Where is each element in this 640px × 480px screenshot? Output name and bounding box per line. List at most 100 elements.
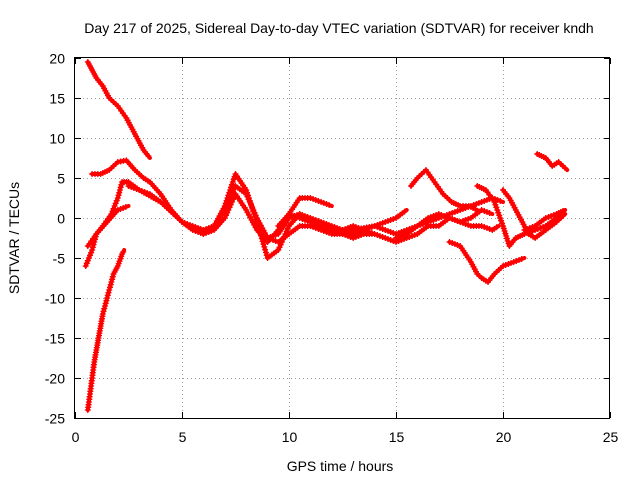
- data-point: [296, 215, 303, 221]
- data-point: [478, 199, 485, 205]
- data-point: [118, 181, 125, 188]
- data-point: [395, 234, 402, 240]
- data-point: [116, 189, 123, 196]
- data-point: [114, 195, 121, 201]
- data-point: [226, 189, 233, 196]
- data-point: [315, 222, 322, 228]
- data-point: [192, 224, 199, 230]
- data-point: [255, 224, 262, 231]
- data-point: [376, 225, 383, 231]
- data-point: [184, 221, 191, 227]
- data-point: [446, 211, 453, 217]
- data-point: [425, 219, 432, 225]
- data-point: [302, 217, 308, 223]
- data-point: [387, 237, 394, 243]
- data-point: [481, 198, 488, 204]
- data-point: [294, 214, 300, 220]
- data-point: [253, 216, 259, 223]
- data-point: [92, 233, 99, 240]
- data-point: [336, 230, 343, 236]
- data-point: [320, 200, 327, 206]
- data-point: [113, 197, 120, 204]
- data-point: [247, 200, 254, 207]
- data-point: [288, 212, 295, 218]
- series-track-15: [534, 151, 570, 172]
- data-point: [435, 215, 442, 221]
- y-axis-label: SDTVAR / TECUs: [6, 182, 22, 294]
- data-point: [245, 195, 252, 201]
- data-point: [120, 249, 127, 255]
- x-tick-label: 10: [282, 429, 298, 445]
- data-point: [537, 225, 544, 231]
- y-tick-label: -10: [45, 291, 65, 307]
- data-point: [84, 257, 91, 264]
- data-point: [454, 242, 461, 248]
- series-track-14: [500, 187, 568, 241]
- data-point: [472, 206, 479, 212]
- x-axis-label: GPS time / hours: [287, 458, 394, 474]
- data-point: [502, 262, 509, 268]
- data-point: [363, 226, 370, 232]
- data-point: [562, 165, 569, 171]
- data-point: [550, 212, 557, 218]
- data-point: [91, 239, 98, 245]
- data-point: [111, 203, 118, 209]
- y-tick-label: 10: [49, 131, 65, 147]
- y-tick-label: 0: [57, 211, 65, 227]
- data-point: [481, 224, 488, 230]
- data-point: [275, 247, 282, 253]
- data-point: [382, 227, 389, 233]
- data-point: [328, 227, 335, 233]
- plot-frame: [74, 57, 610, 419]
- data-point: [264, 235, 271, 241]
- data-point: [352, 224, 359, 230]
- data-point: [493, 204, 500, 211]
- data-point: [82, 263, 89, 269]
- data-point: [307, 219, 314, 225]
- data-point: [379, 234, 386, 240]
- data-point: [263, 252, 270, 259]
- data-point: [189, 223, 196, 229]
- data-point: [263, 249, 269, 256]
- x-tick-label: 5: [179, 429, 187, 445]
- data-point: [104, 295, 111, 301]
- data-point: [251, 211, 258, 217]
- data-point: [491, 199, 498, 205]
- series-track-16: [521, 208, 568, 233]
- data-point: [462, 221, 469, 227]
- data-point: [224, 195, 231, 201]
- data-point: [259, 238, 266, 245]
- data-point: [518, 256, 525, 262]
- series-track-11: [408, 167, 480, 212]
- data-point: [379, 220, 386, 226]
- data-point: [542, 215, 549, 221]
- data-point: [326, 226, 333, 232]
- data-point: [125, 183, 132, 189]
- data-point: [433, 216, 440, 222]
- data-point: [310, 220, 317, 226]
- data-point: [449, 216, 456, 222]
- data-point: [352, 230, 359, 236]
- data-point: [559, 208, 566, 214]
- data-point: [494, 207, 501, 213]
- data-point: [350, 223, 357, 229]
- data-point: [548, 213, 555, 219]
- data-point: [179, 219, 185, 225]
- data-point: [449, 210, 456, 216]
- data-point: [122, 204, 129, 210]
- grid-layer: [75, 58, 610, 418]
- data-point: [221, 215, 228, 221]
- data-point: [465, 216, 472, 222]
- chart-title: Day 217 of 2025, Sidereal Day-to-day VTE…: [84, 20, 593, 36]
- data-point: [253, 219, 260, 225]
- data-point: [411, 232, 418, 238]
- data-point: [221, 203, 228, 209]
- data-point: [478, 223, 485, 229]
- data-point: [243, 187, 250, 193]
- data-point: [106, 287, 113, 293]
- data-point: [414, 223, 421, 229]
- data-point: [390, 216, 397, 222]
- data-point: [304, 218, 311, 224]
- data-point: [101, 305, 108, 312]
- y-tick-label: -15: [45, 331, 65, 347]
